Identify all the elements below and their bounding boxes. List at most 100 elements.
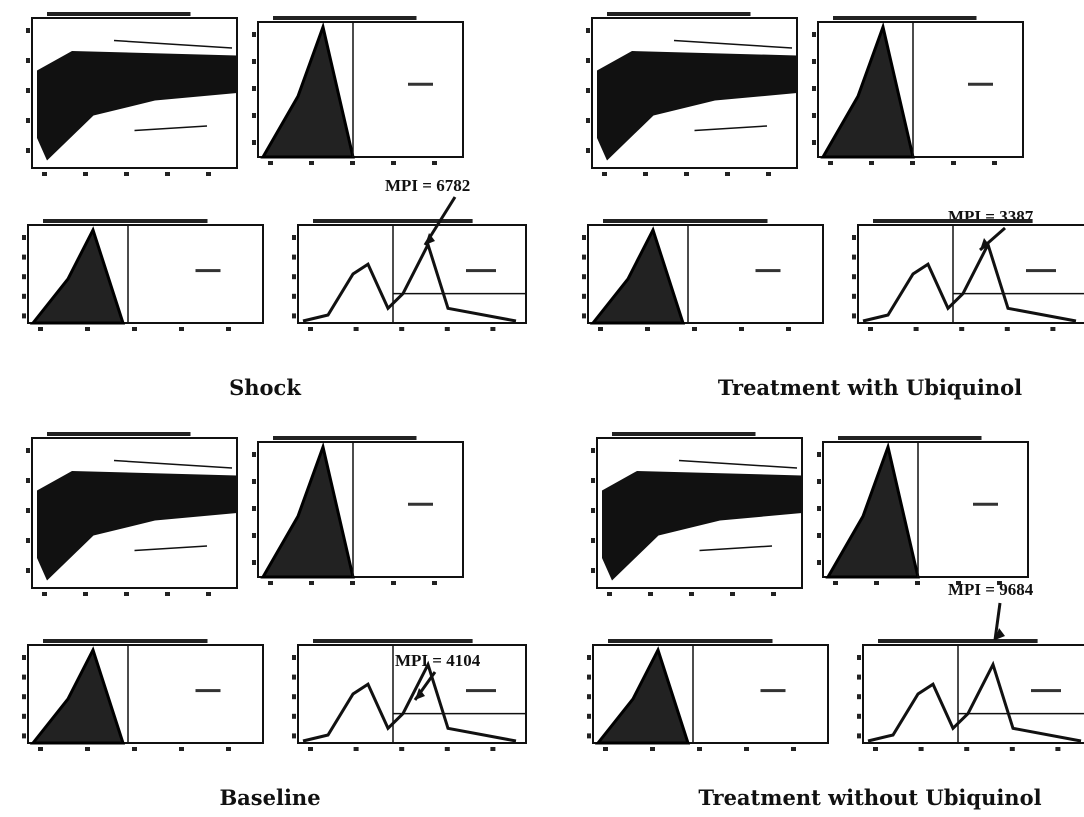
tick-mark	[399, 327, 405, 331]
tick-mark	[22, 254, 26, 260]
gate-label	[968, 82, 993, 86]
tick-mark	[582, 235, 586, 240]
tick-mark	[833, 581, 838, 585]
plot-title-bar	[608, 639, 773, 643]
plot-frame	[822, 441, 1029, 578]
tick-mark	[22, 713, 26, 719]
plot-frame	[297, 644, 527, 744]
tick-mark	[38, 327, 43, 331]
tick-mark	[586, 148, 590, 153]
tick-mark	[964, 747, 970, 751]
gate-line	[113, 39, 233, 49]
panel-label: Treatment with Ubiquinol	[718, 375, 1022, 400]
tick-mark	[85, 327, 90, 331]
tick-mark	[812, 140, 816, 145]
histogram-peak	[260, 21, 355, 159]
tick-mark	[582, 274, 586, 280]
tick-mark	[817, 452, 821, 457]
tick-mark	[179, 747, 184, 751]
tick-mark	[268, 161, 273, 165]
tick-mark	[252, 560, 256, 565]
tick-mark	[292, 313, 296, 319]
tick-mark	[124, 172, 129, 176]
tick-mark	[873, 747, 878, 751]
tick-mark	[915, 581, 920, 585]
tick-mark	[26, 538, 30, 543]
plot-title-bar	[313, 639, 473, 643]
tick-mark	[645, 327, 650, 331]
tick-mark	[956, 581, 961, 585]
plot-title-bar	[607, 12, 751, 16]
tick-mark	[165, 592, 170, 596]
tick-mark	[252, 479, 256, 484]
plot-title-bar	[603, 219, 768, 223]
tick-mark	[817, 479, 821, 484]
plot-title-bar	[43, 219, 208, 223]
tick-mark	[1004, 327, 1010, 331]
gate-line	[699, 545, 773, 552]
tick-mark	[591, 508, 595, 513]
dot-cloud	[597, 51, 797, 161]
tick-mark	[791, 747, 796, 751]
tick-mark	[252, 506, 256, 511]
histogram-peak	[29, 226, 126, 325]
tick-mark	[1050, 327, 1056, 331]
tick-mark	[852, 254, 856, 260]
plot-frame	[862, 644, 1084, 744]
tick-mark	[602, 172, 607, 176]
tick-mark	[852, 274, 856, 280]
tick-mark	[292, 713, 296, 719]
tick-mark	[353, 327, 359, 331]
tick-mark	[309, 581, 314, 585]
histogram-peak	[29, 646, 126, 745]
tick-mark	[598, 327, 603, 331]
tick-mark	[697, 747, 702, 751]
histogram-peak	[820, 21, 915, 159]
tick-mark	[350, 581, 355, 585]
gate-label	[755, 269, 781, 273]
plot-title-bar	[47, 12, 191, 16]
tick-mark	[292, 655, 296, 660]
tick-mark	[26, 148, 30, 153]
tick-mark	[268, 581, 273, 585]
tick-mark	[684, 172, 689, 176]
tick-mark	[591, 478, 595, 483]
tick-mark	[857, 655, 861, 660]
plot-title-bar	[43, 639, 208, 643]
tick-mark	[22, 733, 26, 739]
gate-label	[195, 689, 221, 693]
tick-mark	[292, 254, 296, 260]
tick-mark	[812, 59, 816, 64]
tick-mark	[689, 592, 694, 596]
tick-mark	[292, 733, 296, 739]
tick-mark	[85, 747, 90, 751]
tick-mark	[582, 293, 586, 299]
plot-frame	[297, 224, 527, 324]
tick-mark	[997, 581, 1002, 585]
plot-title-bar	[273, 436, 417, 440]
tick-mark	[350, 161, 355, 165]
tick-mark	[587, 713, 591, 719]
tick-mark	[812, 113, 816, 118]
tick-mark	[591, 448, 595, 453]
tick-mark	[582, 313, 586, 319]
tick-mark	[951, 161, 956, 165]
gate-label	[1026, 269, 1056, 273]
tick-mark	[252, 59, 256, 64]
gate-label	[466, 269, 496, 273]
tick-mark	[226, 747, 231, 751]
tick-mark	[852, 313, 856, 319]
tick-mark	[308, 747, 313, 751]
tick-mark	[432, 581, 437, 585]
tick-mark	[179, 327, 184, 331]
plot-frame	[27, 224, 264, 324]
tick-mark	[586, 88, 590, 93]
plot-title-bar	[873, 219, 1033, 223]
tick-mark	[857, 713, 861, 719]
tick-mark	[739, 327, 744, 331]
dot-cloud	[602, 471, 802, 581]
arrow-head	[425, 233, 435, 245]
histogram-peak	[825, 441, 920, 579]
tick-mark	[771, 592, 776, 596]
